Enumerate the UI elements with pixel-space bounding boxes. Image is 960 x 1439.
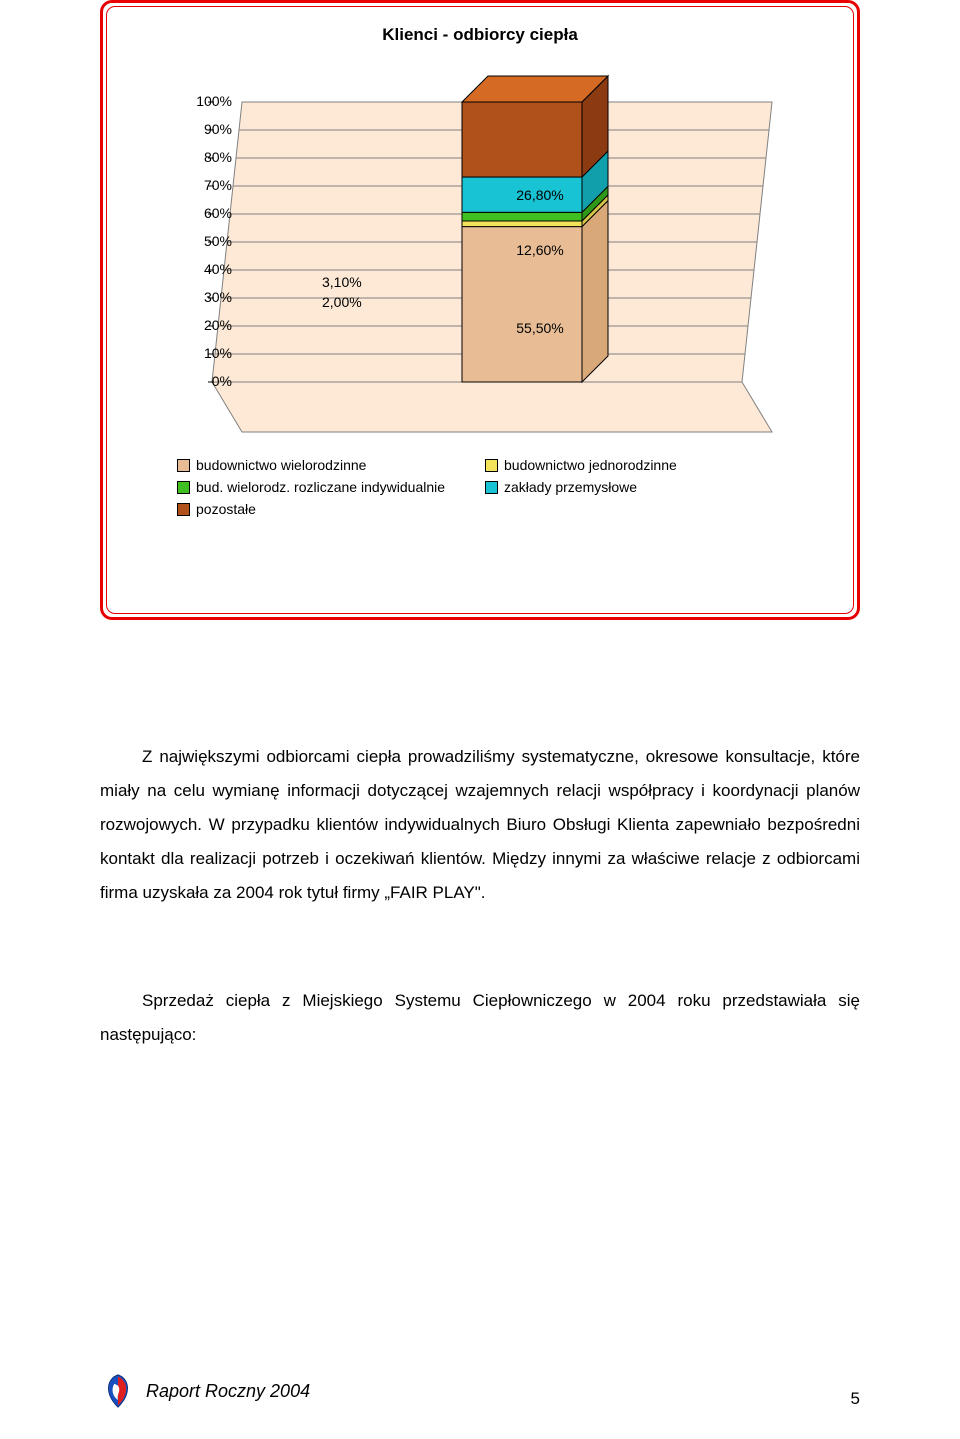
legend-swatch [177, 459, 190, 472]
y-tick: 40% [172, 261, 232, 277]
legend-item: budownictwo jednorodzinne [485, 457, 677, 473]
y-tick: 50% [172, 233, 232, 249]
legend-swatch [177, 503, 190, 516]
paragraph-1: Z największymi odbiorcami ciepła prowadz… [100, 740, 860, 910]
legend-label: bud. wielorodz. rozliczane indywidualnie [196, 479, 445, 495]
y-tick: 100% [172, 93, 232, 109]
chart-inner: Klienci - odbiorcy ciepła 0% 10% 20% 30% [106, 6, 854, 614]
footer-left: Raport Roczny 2004 [100, 1373, 310, 1409]
chart-area: 0%10%20%30%40%50%60%70%80%90%100% 3,10% … [162, 102, 802, 432]
chart-title: Klienci - odbiorcy ciepła [107, 25, 853, 45]
legend: budownictwo wielorodzinne budownictwo jed… [177, 457, 797, 523]
legend-label: zakłady przemysłowe [504, 479, 637, 495]
report-label: Raport Roczny 2004 [146, 1381, 310, 1402]
legend-swatch [177, 481, 190, 494]
y-tick: 70% [172, 177, 232, 193]
chart-frame: Klienci - odbiorcy ciepła 0% 10% 20% 30% [100, 0, 860, 620]
y-tick: 0% [172, 373, 232, 389]
legend-item: zakłady przemysłowe [485, 479, 637, 495]
legend-swatch [485, 481, 498, 494]
y-tick: 60% [172, 205, 232, 221]
page: Klienci - odbiorcy ciepła 0% 10% 20% 30% [0, 0, 960, 1439]
legend-label: budownictwo wielorodzinne [196, 457, 366, 473]
legend-item: budownictwo wielorodzinne [177, 457, 467, 473]
label-3-10: 3,10% [322, 274, 362, 290]
legend-item: bud. wielorodz. rozliczane indywidualnie [177, 479, 467, 495]
legend-label: pozostałe [196, 501, 256, 517]
page-number: 5 [851, 1389, 860, 1409]
y-tick: 20% [172, 317, 232, 333]
legend-label: budownictwo jednorodzinne [504, 457, 677, 473]
y-tick: 10% [172, 345, 232, 361]
y-tick: 30% [172, 289, 232, 305]
label-2-00: 2,00% [322, 294, 362, 310]
legend-swatch [485, 459, 498, 472]
segment-value-label: 26,80% [500, 187, 580, 203]
y-tick: 90% [172, 121, 232, 137]
paragraph-2: Sprzedaż ciepła z Miejskiego Systemu Cie… [100, 984, 860, 1052]
logo-icon [100, 1373, 136, 1409]
footer: Raport Roczny 2004 5 [100, 1373, 860, 1409]
segment-value-label: 12,60% [500, 242, 580, 258]
y-tick: 80% [172, 149, 232, 165]
segment-value-label: 55,50% [500, 320, 580, 336]
legend-item: pozostałe [177, 501, 256, 517]
